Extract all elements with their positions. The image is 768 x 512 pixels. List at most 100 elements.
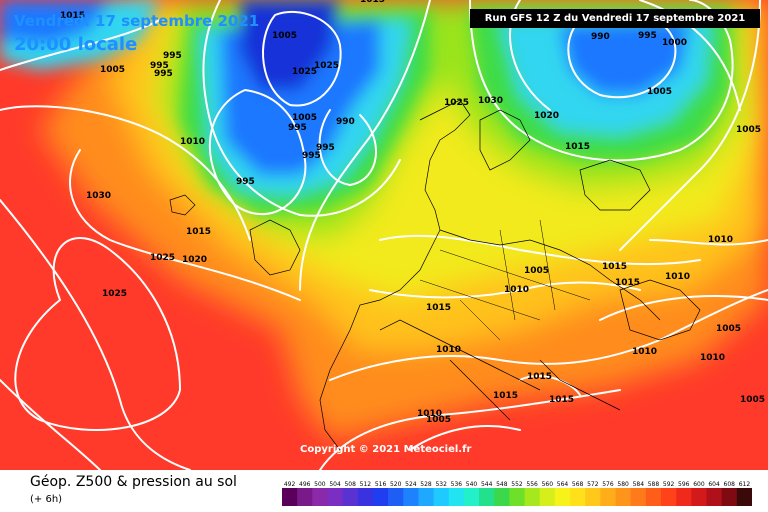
weather-map: 995 1005 995 995 1005 1025 1025 1005 995…: [0, 0, 768, 470]
isobar-label: 1010: [417, 409, 442, 419]
isobar-label: 995: [236, 177, 255, 187]
isobar-label: 1005: [736, 125, 761, 135]
isobar-label: 1005: [716, 324, 741, 334]
scale-swatch: [509, 488, 526, 506]
isobar-label: 1005: [272, 31, 297, 41]
isobar-label: 1010: [632, 347, 657, 357]
isobar-label: 995: [154, 69, 173, 79]
isobar-label: 995: [163, 51, 182, 61]
scale-label: 564: [557, 481, 569, 488]
coastlines: [169, 99, 701, 451]
run-info-banner: Run GFS 12 Z du Vendredi 17 septembre 20…: [470, 9, 760, 28]
scale-swatch: [327, 488, 344, 506]
scale-label: 604: [708, 481, 720, 488]
isobar-label: 1010: [436, 345, 461, 355]
isobar-label: 1030: [86, 191, 111, 201]
isobar-label: 1020: [182, 255, 207, 265]
scale-label: 572: [587, 481, 599, 488]
scale-swatch: [721, 488, 738, 506]
scale-swatch: [479, 488, 495, 506]
scale-swatch: [524, 488, 541, 506]
scale-swatch: [418, 488, 435, 506]
scale-label: 508: [344, 481, 356, 488]
scale-label: 496: [299, 481, 311, 488]
scale-label: 536: [451, 481, 463, 488]
geopotential-field: [0, 0, 768, 470]
scale-label: 588: [648, 481, 660, 488]
isobar-label: 990: [591, 32, 610, 42]
isobar-label: 1005: [426, 415, 451, 425]
scale-label: 612: [739, 481, 751, 488]
scale-label: 600: [693, 481, 705, 488]
isobar-lines: [0, 0, 768, 470]
isobar-label: 1005: [292, 113, 317, 123]
scale-label: 596: [678, 481, 690, 488]
scale-swatch: [645, 488, 662, 506]
scale-swatch: [357, 488, 374, 506]
isobar-label: 1015: [527, 372, 552, 382]
scale-label: 520: [390, 481, 402, 488]
scale-label: 544: [481, 481, 493, 488]
isobar-labels: 995 1005 995 995 1005 1025 1025 1005 995…: [60, 0, 765, 425]
isobar-label: 1015: [602, 262, 627, 272]
scale-swatch: [342, 488, 359, 506]
scale-swatch: [403, 488, 419, 506]
scale-swatch: [433, 488, 450, 506]
scale-swatch: [282, 488, 298, 506]
isobar-label: 1025: [150, 253, 175, 263]
scale-label: 556: [526, 481, 538, 488]
scale-label: 548: [496, 481, 508, 488]
scale-label: 584: [633, 481, 645, 488]
scale-label: 540: [466, 481, 478, 488]
isobar-label: 1010: [665, 272, 690, 282]
scale-swatch: [661, 488, 677, 506]
forecast-time: 20:00 locale: [14, 34, 138, 55]
scale-swatch: [312, 488, 328, 506]
isobar-label: 995: [302, 151, 321, 161]
scale-label: 516: [375, 481, 387, 488]
scale-swatch: [570, 488, 586, 506]
color-scale-legend: 492 496 500 504 508 512 516 520 524 528 532 536 540 5…: [282, 481, 752, 506]
scale-swatch: [736, 488, 752, 506]
scale-swatch: [494, 488, 510, 506]
isobar-label: 1020: [534, 111, 559, 121]
scale-swatch: [554, 488, 571, 506]
borders: [419, 219, 591, 341]
isobar-label: 1015: [549, 395, 574, 405]
scale-label: 608: [724, 481, 736, 488]
isobar-label: 990: [336, 117, 355, 127]
scale-swatch: [448, 488, 465, 506]
isobar-label: 1005: [524, 266, 549, 276]
scale-swatch: [691, 488, 708, 506]
scale-label: 524: [405, 481, 417, 488]
isobar-label: 1005: [740, 395, 765, 405]
isobar-label: 1025: [102, 289, 127, 299]
isobar-label: 995: [316, 143, 335, 153]
scale-swatch: [676, 488, 692, 506]
isobar-label: 1005: [100, 65, 125, 75]
scale-label: 528: [420, 481, 432, 488]
scale-label: 580: [617, 481, 629, 488]
scale-swatch: [630, 488, 647, 506]
isobar-label: 1030: [478, 96, 503, 106]
copyright-notice: Copyright © 2021 Meteociel.fr: [300, 444, 472, 455]
forecast-offset: (+ 6h): [30, 494, 63, 505]
scale-swatch: [585, 488, 601, 506]
isobar-label: 1010: [504, 285, 529, 295]
scale-label: 532: [435, 481, 447, 488]
scale-swatch: [706, 488, 723, 506]
scale-swatch: [388, 488, 404, 506]
isobar-label: 1015: [615, 278, 640, 288]
isobar-label: 1015: [426, 303, 451, 313]
isobar-label: 1015: [493, 391, 518, 401]
scale-swatch: [539, 488, 556, 506]
isobar-label: 1015: [565, 142, 590, 152]
scale-label: 500: [314, 481, 326, 488]
isobar-label: 1015: [186, 227, 211, 237]
isobar-label: 1000: [662, 38, 687, 48]
isobar-label: 995: [638, 31, 657, 41]
scale-swatch: [600, 488, 617, 506]
isobar-label: 995: [288, 123, 307, 133]
isobar-label: 1005: [647, 87, 672, 97]
isobar-label: 1015: [360, 0, 385, 5]
